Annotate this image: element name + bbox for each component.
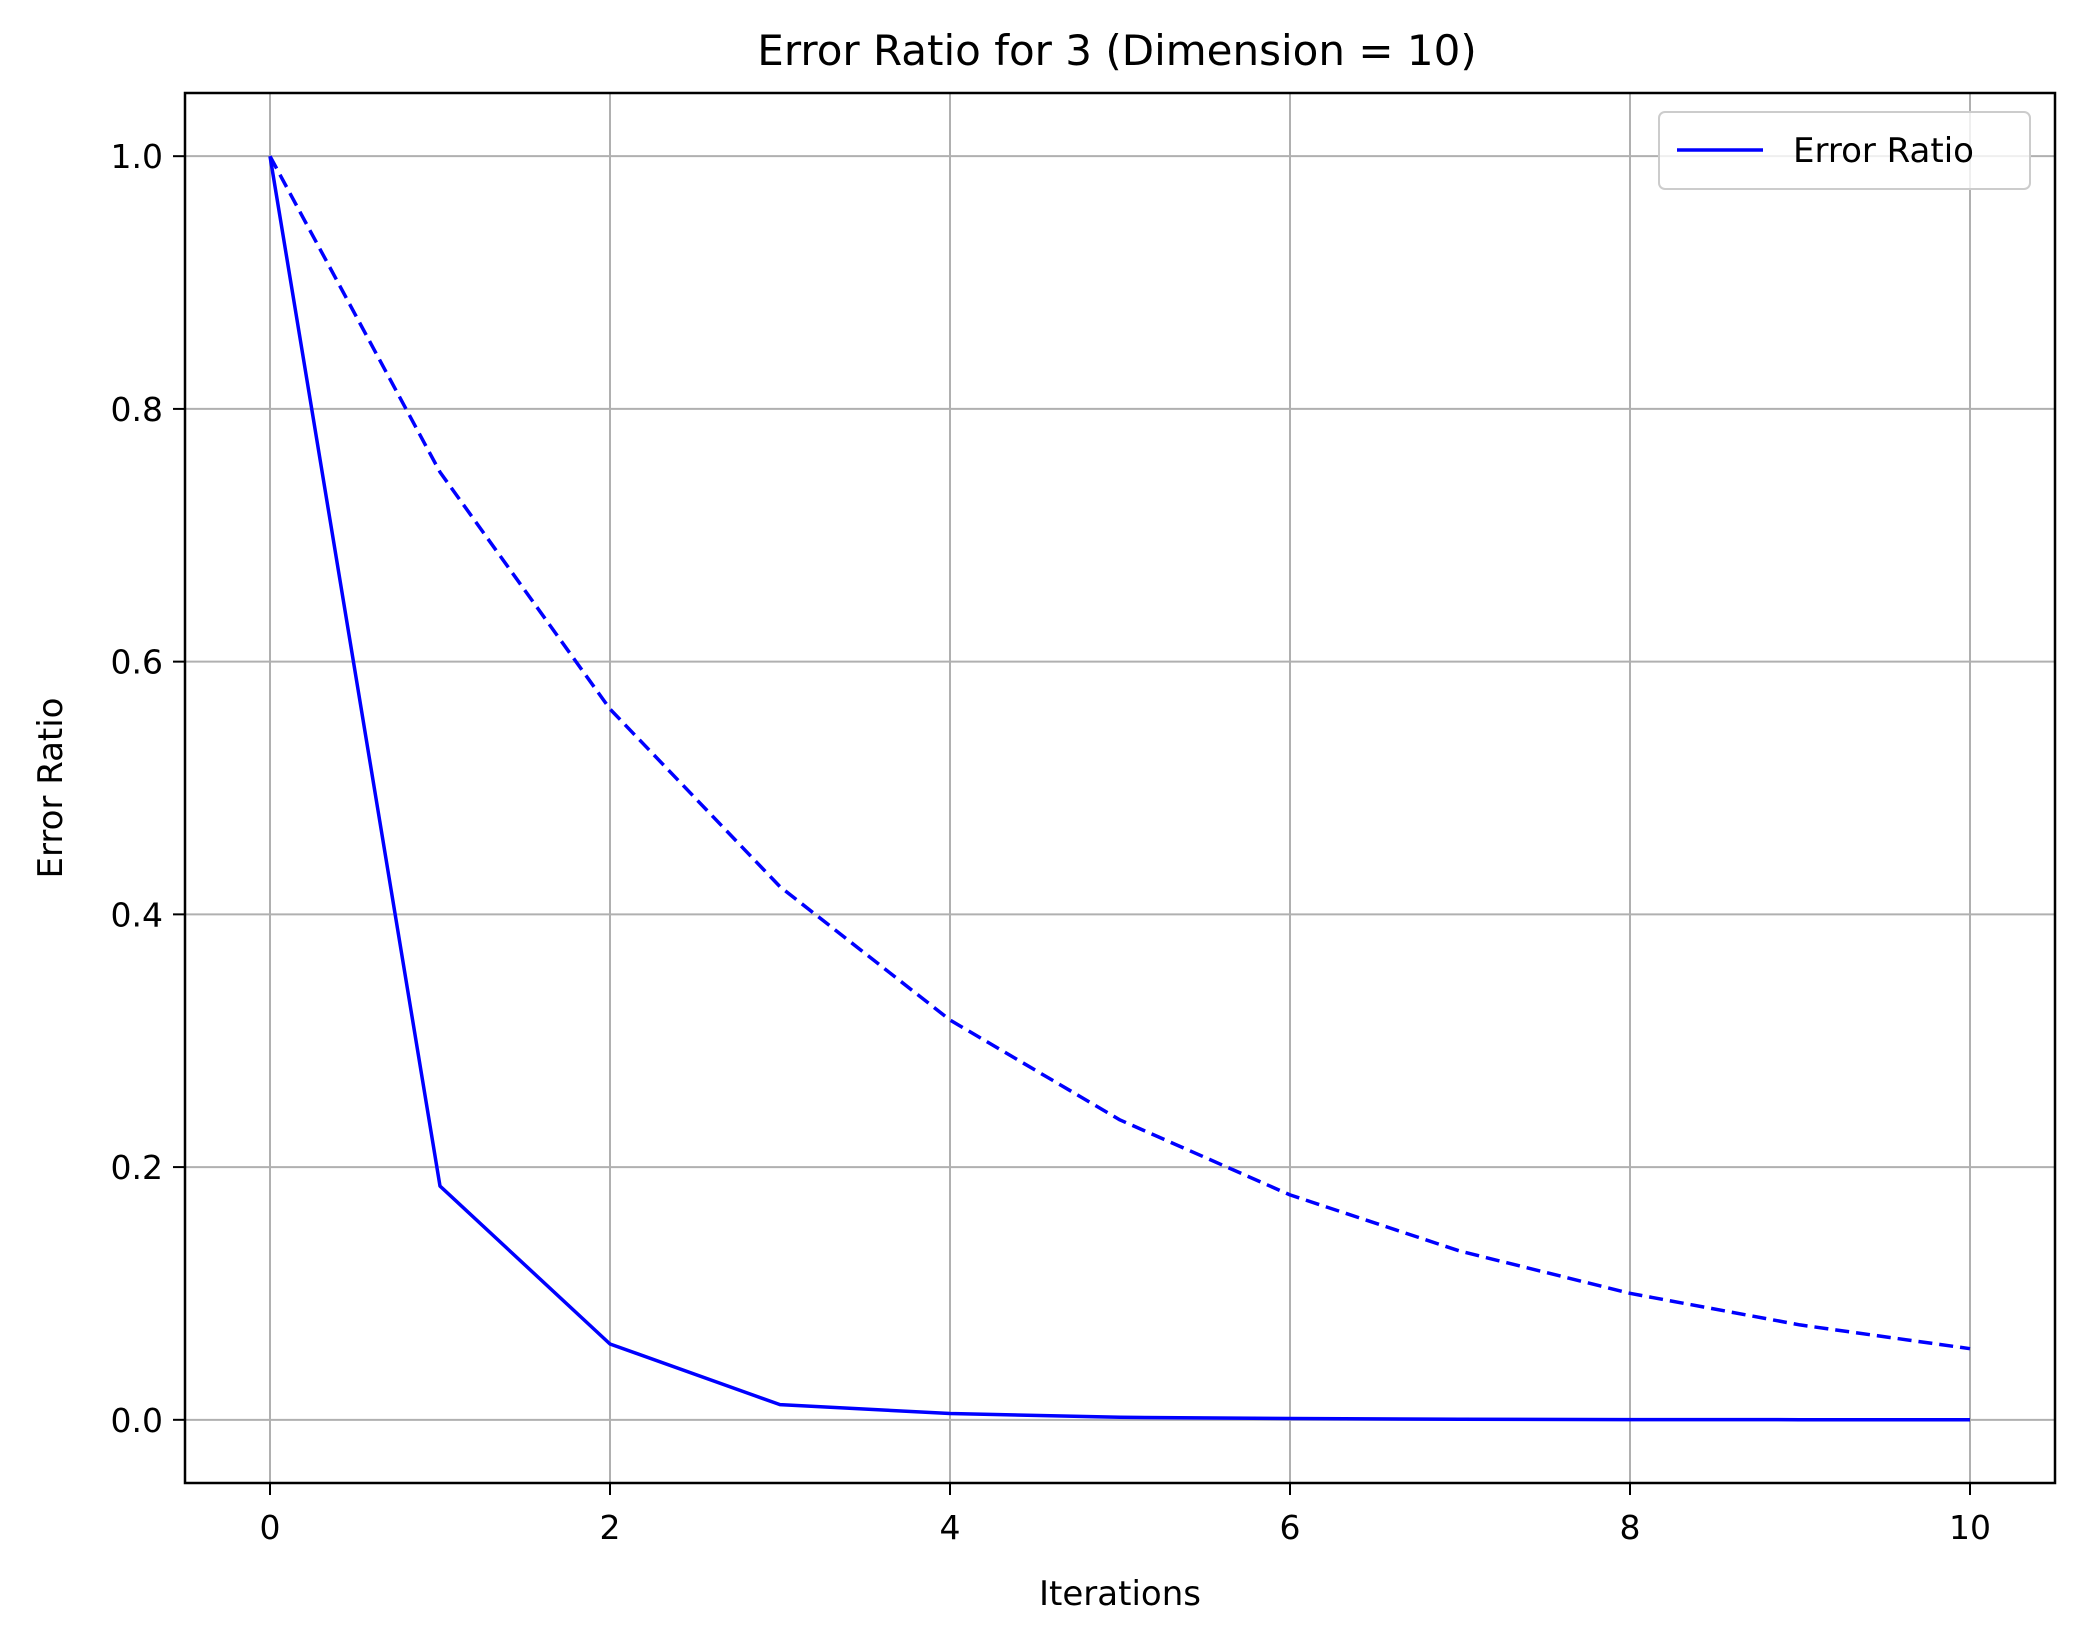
chart-title: Error Ratio for 3 (Dimension = 10)	[757, 26, 1476, 75]
x-axis-label: Iterations	[1039, 1574, 1201, 1614]
x-tick-label: 2	[600, 1508, 621, 1547]
plot-frame	[183, 91, 2057, 1485]
series-layer	[268, 155, 1971, 1422]
y-tick-label: 0.6	[111, 643, 163, 682]
error-ratio-line	[268, 155, 1970, 1422]
x-tick-label: 8	[1620, 1508, 1641, 1547]
legend-frame	[1658, 111, 2031, 190]
grid	[185, 93, 2055, 1483]
y-tick-label: 0.0	[111, 1401, 163, 1440]
y-axis-label: Error Ratio	[31, 698, 71, 879]
dashed-series-line	[268, 155, 1971, 1351]
y-tick-label: 0.2	[111, 1148, 163, 1187]
y-tick-label: 0.4	[111, 895, 163, 934]
x-tick-label: 4	[940, 1508, 961, 1547]
legend-label-error-ratio: Error Ratio	[1793, 131, 1974, 171]
legend: Error Ratio	[1658, 111, 2031, 190]
x-tick-label: 10	[1949, 1508, 1991, 1547]
x-tick-label: 0	[260, 1508, 281, 1547]
y-tick-label: 1.0	[111, 137, 163, 176]
ticks: 0 2 4 6 8 10 0.0 0.2 0.4 0.6 0.8 1.0	[111, 137, 1991, 1547]
x-tick-label: 6	[1280, 1508, 1301, 1547]
y-tick-label: 0.8	[111, 390, 163, 429]
plot-area: 0 2 4 6 8 10 0.0 0.2 0.4 0.6 0.8 1.0	[111, 91, 2057, 1547]
plot-background	[185, 93, 2055, 1483]
